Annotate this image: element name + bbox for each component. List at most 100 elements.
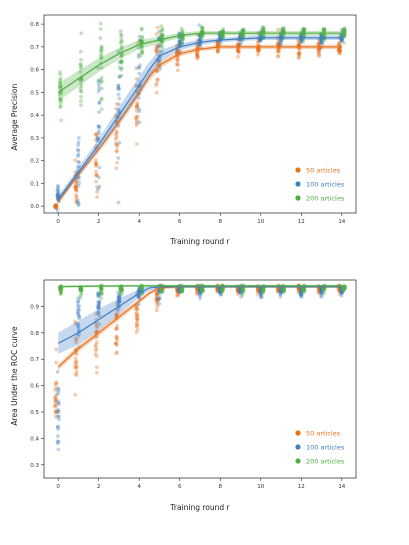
data-point [120,287,124,292]
data-point [179,288,184,293]
data-point [337,287,342,292]
data-point [56,414,61,418]
data-point [53,395,57,400]
data-point [279,39,283,44]
data-point [258,33,263,37]
data-point [178,42,183,46]
chart-average-precision: Average Precision Training round r 0 2 4 6 8… [10,14,357,246]
data-point [160,46,165,50]
data-point [116,307,121,312]
data-point [160,50,164,54]
legend-label: 50 articles [306,166,341,174]
data-point [236,286,240,291]
data-point [219,290,223,295]
data-point [154,44,159,49]
data-point [57,417,61,422]
data-point [220,33,225,38]
data-point [79,84,84,89]
data-point [99,56,104,61]
data-point [278,33,283,38]
data-point [256,288,261,293]
data-point [99,75,104,80]
data-point [79,286,83,291]
x-tick-label: 12 [298,219,305,225]
data-point [240,33,245,38]
data-point [198,288,203,292]
data-point [340,29,345,34]
data-point [299,294,304,299]
series-points [55,283,345,452]
data-point [77,314,81,318]
data-point [76,140,81,145]
data-point [175,58,180,62]
data-point [135,104,140,109]
data-point [320,286,324,291]
data-point [78,295,83,300]
data-point [196,286,201,291]
data-point [220,289,224,293]
data-point [338,289,343,294]
data-point [260,27,265,32]
data-point [54,204,59,209]
data-point [256,289,260,294]
data-point [77,160,82,165]
data-point [115,160,120,165]
data-point [278,42,283,46]
data-point [336,289,341,293]
data-point [342,28,346,32]
data-point [258,290,263,295]
data-point [139,286,144,291]
data-point [195,52,200,57]
data-point [94,169,98,174]
data-point [238,34,243,39]
data-point [319,289,324,294]
data-point [139,53,144,58]
data-point [236,286,241,291]
data-point [195,288,200,292]
data-point [277,288,282,293]
data-point [117,74,122,79]
data-point [279,33,284,37]
data-point [236,43,241,48]
data-point [299,289,304,293]
data-point [177,290,182,295]
plot-frame [43,14,357,214]
data-point [278,294,283,299]
data-point [319,288,324,293]
data-point [279,287,284,292]
data-point [194,51,199,55]
data-point [79,288,83,293]
data-point [176,290,180,295]
data-point [281,28,286,32]
data-point [278,291,283,296]
data-point [79,292,84,296]
data-point [322,289,327,293]
data-point [321,286,326,291]
data-point [120,285,124,290]
data-point [137,296,142,301]
data-point [137,287,142,292]
data-point [95,325,99,329]
data-point [179,35,184,39]
data-point [97,299,102,304]
legend-label: 200 articles [306,457,345,465]
data-point [157,288,161,293]
data-point [97,303,101,308]
data-point [302,288,307,293]
data-point [279,288,284,293]
y-tick-label: 0.6 [30,384,39,390]
data-point [140,286,144,291]
data-point [96,83,101,88]
x-tick-label: 8 [219,219,223,225]
data-point [261,289,265,294]
data-point [94,179,98,184]
data-point [78,287,83,291]
data-point [278,38,283,43]
data-point [199,287,204,292]
data-point [337,49,342,53]
data-point [54,202,58,207]
data-point [219,36,223,41]
data-point [341,288,346,293]
data-point [261,290,266,294]
